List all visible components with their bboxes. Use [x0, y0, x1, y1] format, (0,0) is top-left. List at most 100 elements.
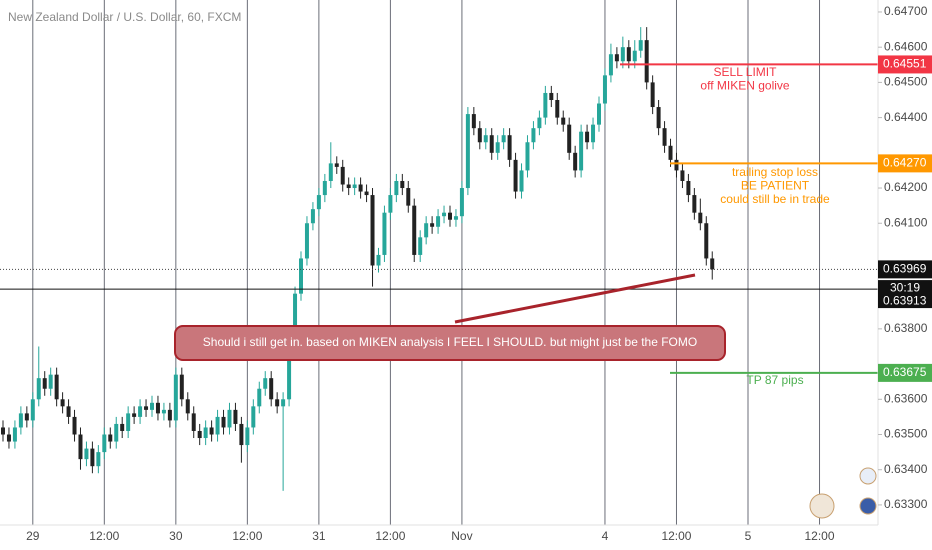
candle-body — [632, 50, 637, 62]
candle-body — [477, 128, 482, 143]
y-tick-label: 0.64100 — [884, 215, 928, 229]
crosshair-tag — [878, 280, 932, 309]
y-tick-label: 0.63800 — [884, 321, 928, 335]
candle-body — [602, 75, 607, 104]
candle-body — [579, 131, 584, 171]
level-note: off MIKEN golive — [700, 79, 789, 93]
candle-body — [388, 195, 393, 213]
x-tick-label: 4 — [602, 529, 609, 543]
candle-body — [108, 434, 113, 442]
candle-body — [114, 423, 119, 442]
candle-body — [507, 135, 512, 160]
candle-body — [66, 406, 71, 417]
candle-body — [513, 159, 518, 192]
candle-body — [585, 131, 590, 143]
candle-body — [650, 82, 655, 108]
candle-body — [132, 413, 137, 417]
candle-body — [567, 124, 572, 153]
candle-body — [12, 427, 17, 442]
candle-body — [84, 448, 89, 460]
candle-body — [78, 434, 83, 460]
last-price-tag — [878, 260, 932, 279]
candle-body — [328, 163, 333, 181]
price-level-tag — [878, 55, 932, 74]
candle-body — [686, 180, 691, 196]
candle-body — [179, 374, 184, 400]
candle-body — [293, 293, 298, 347]
candle-body — [173, 374, 178, 421]
candle-body — [281, 399, 286, 407]
candle-body — [42, 378, 47, 389]
candle-body — [346, 184, 351, 189]
candle-body — [394, 180, 399, 196]
candle-body — [465, 114, 470, 189]
candle-body — [364, 191, 369, 196]
axis: 0.64700 0.64600 0.64500 0.64400 0.64200 0.641… — [26, 4, 932, 543]
candle-body — [710, 258, 715, 270]
price-level-label: 0.64270 — [883, 156, 927, 170]
last-price-label: 0.63969 — [883, 262, 927, 276]
candle-body — [698, 212, 703, 224]
y-tick-label: 0.64200 — [884, 180, 928, 194]
level-note: BE PATIENT — [741, 179, 810, 193]
candle-body — [60, 399, 65, 407]
candle-body — [489, 135, 494, 153]
candle-body — [442, 212, 447, 217]
candle-body — [424, 223, 429, 238]
candle-body — [400, 180, 405, 189]
candle-body — [239, 423, 244, 446]
candle-body — [30, 399, 35, 421]
candle-body — [674, 159, 679, 171]
candle-body — [453, 216, 458, 220]
event-icon — [859, 497, 877, 515]
candle-body — [555, 100, 560, 118]
candle-body — [334, 163, 339, 167]
crosshair-label: 0.63913 — [883, 293, 927, 307]
candle-body — [638, 40, 643, 51]
x-tick-label: 12:00 — [661, 529, 691, 543]
candle-body — [257, 388, 262, 407]
candle-body — [185, 399, 190, 414]
candle-body — [376, 254, 381, 266]
x-tick-label: 30 — [169, 529, 183, 543]
candle-body — [430, 223, 435, 227]
candle-body — [340, 166, 345, 185]
candle-body — [138, 406, 143, 417]
y-tick-label: 0.64700 — [884, 4, 928, 18]
candle-body — [448, 212, 452, 220]
x-tick-label: 12:00 — [375, 529, 405, 543]
candle-body — [24, 413, 29, 421]
candle-body — [72, 416, 77, 435]
x-tick-label: 12:00 — [89, 529, 119, 543]
trend-line — [454, 273, 696, 324]
candle-body — [120, 423, 125, 431]
candle-body — [537, 117, 542, 129]
x-tick-label: 12:00 — [805, 529, 835, 543]
candle-body — [263, 378, 268, 389]
y-tick-label: 0.64500 — [884, 75, 928, 89]
y-tick-label: 0.63300 — [884, 497, 928, 511]
x-tick-label: 12:00 — [232, 529, 262, 543]
candle-body — [287, 346, 292, 400]
annotation: Should i still get in. based on MIKEN an… — [203, 335, 697, 349]
candle-body — [251, 406, 256, 428]
y-tick-label: 0.63600 — [884, 391, 928, 405]
candle-body — [561, 117, 566, 125]
candle-body — [519, 170, 524, 192]
candle-body — [370, 195, 375, 266]
x-tick-label: 31 — [312, 529, 326, 543]
candle-body — [501, 135, 506, 143]
price-level-label: 0.64551 — [883, 57, 927, 71]
candle-body — [358, 184, 363, 192]
candle-body — [304, 223, 309, 259]
candle-body — [126, 413, 131, 431]
candle-body — [459, 188, 464, 217]
level-note: SELL LIMIT — [714, 65, 778, 79]
candle-body — [608, 54, 613, 76]
candle-body — [18, 413, 23, 428]
candle-body — [197, 430, 202, 439]
candle-body — [692, 195, 697, 213]
candle-body — [412, 205, 417, 255]
candle-body — [591, 124, 596, 143]
